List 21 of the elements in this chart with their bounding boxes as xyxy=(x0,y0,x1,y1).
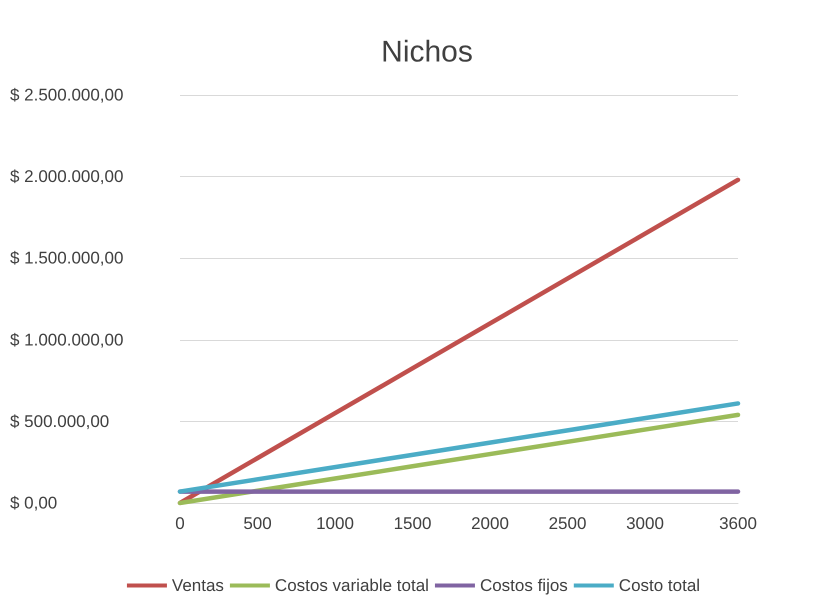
x-tick-label: 3000 xyxy=(626,514,664,533)
x-tick-label: 1000 xyxy=(316,514,354,533)
chart-title: Nichos xyxy=(381,36,473,68)
x-tick-label: 500 xyxy=(243,514,272,533)
x-tick-label: 0 xyxy=(175,514,185,533)
x-tick-label: 3600 xyxy=(719,514,757,533)
x-tick-label: 2000 xyxy=(471,514,509,533)
legend-label: Ventas xyxy=(172,576,224,595)
legend-label: Costos fijos xyxy=(480,576,568,595)
legend-label: Costo total xyxy=(618,576,700,595)
line-series xyxy=(178,401,740,494)
y-tick-label: $ 2.500.000,00 xyxy=(10,86,124,104)
x-tick-label: 1500 xyxy=(394,514,432,533)
line-series xyxy=(178,412,740,506)
x-tick-label: 2500 xyxy=(548,514,586,533)
legend-label: Costos variable total xyxy=(274,576,429,595)
y-tick-label: $ 1.000.000,00 xyxy=(10,330,124,350)
y-tick-label: $ 500.000,00 xyxy=(10,412,110,431)
y-tick-label: $ 0,00 xyxy=(10,494,58,512)
y-tick-label: $ 2.000.000,00 xyxy=(10,167,124,186)
y-tick-label: $ 1.500.000,00 xyxy=(10,248,124,268)
